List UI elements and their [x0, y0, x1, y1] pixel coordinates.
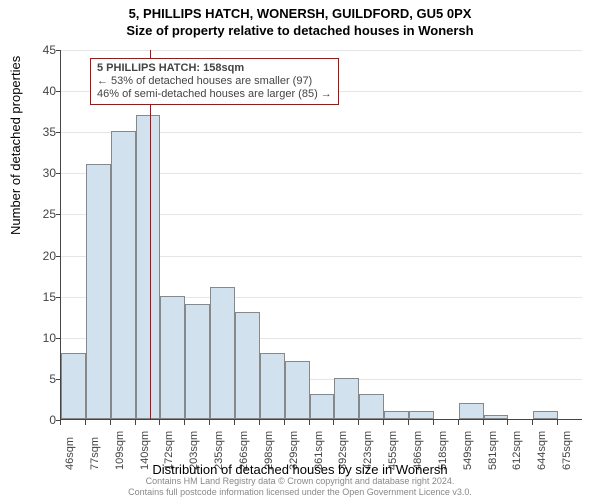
footer-line1: Contains HM Land Registry data © Crown c… [146, 476, 455, 486]
y-tick-label: 15 [26, 291, 56, 303]
annotation-box: 5 PHILLIPS HATCH: 158sqm ← 53% of detach… [90, 58, 339, 105]
x-tick-mark [557, 420, 558, 425]
x-tick-mark [458, 420, 459, 425]
chart-title: 5, PHILLIPS HATCH, WONERSH, GUILDFORD, G… [0, 0, 600, 21]
y-tick-label: 35 [26, 126, 56, 138]
y-tick-mark [56, 214, 61, 215]
x-tick-mark [159, 420, 160, 425]
y-tick-mark [56, 50, 61, 51]
histogram-bar [111, 131, 136, 419]
x-tick-mark [85, 420, 86, 425]
annotation-line1: ← 53% of detached houses are smaller (97… [97, 75, 332, 88]
y-tick-mark [56, 91, 61, 92]
y-tick-label: 5 [26, 373, 56, 385]
x-tick-mark [110, 420, 111, 425]
y-tick-label: 20 [26, 250, 56, 262]
x-tick-mark [408, 420, 409, 425]
y-tick-mark [56, 132, 61, 133]
y-tick-mark [56, 338, 61, 339]
histogram-bar [484, 415, 509, 419]
x-tick-mark [309, 420, 310, 425]
y-tick-label: 45 [26, 44, 56, 56]
x-axis-label: Distribution of detached houses by size … [0, 462, 600, 477]
histogram-bar [285, 361, 310, 419]
y-tick-mark [56, 256, 61, 257]
x-tick-mark [333, 420, 334, 425]
histogram-bar [260, 353, 285, 419]
y-tick-label: 0 [26, 414, 56, 426]
histogram-bar [160, 296, 185, 419]
x-tick-mark [284, 420, 285, 425]
x-tick-mark [433, 420, 434, 425]
chart-subtitle: Size of property relative to detached ho… [0, 21, 600, 38]
histogram-bar [334, 378, 359, 419]
footer-line2: Contains full postcode information licen… [128, 487, 472, 497]
histogram-bar [359, 394, 384, 419]
histogram-bar [409, 411, 434, 419]
plot-wrap: 05101520253035404546sqm77sqm109sqm140sqm… [60, 50, 582, 420]
x-tick-mark [135, 420, 136, 425]
x-tick-mark [383, 420, 384, 425]
x-tick-mark [507, 420, 508, 425]
histogram-bar [185, 304, 210, 419]
histogram-bar [61, 353, 86, 419]
footer: Contains HM Land Registry data © Crown c… [0, 476, 600, 498]
x-tick-mark [532, 420, 533, 425]
property-marker-line [150, 50, 151, 419]
histogram-bar [384, 411, 409, 419]
x-tick-mark [60, 420, 61, 425]
annotation-title: 5 PHILLIPS HATCH: 158sqm [97, 62, 332, 75]
y-axis-label: Number of detached properties [8, 56, 23, 235]
x-tick-mark [184, 420, 185, 425]
x-tick-mark [259, 420, 260, 425]
histogram-bar [136, 115, 161, 419]
y-tick-mark [56, 297, 61, 298]
histogram-bar [86, 164, 111, 419]
histogram-bar [310, 394, 335, 419]
annotation-line2: 46% of semi-detached houses are larger (… [97, 88, 332, 101]
y-tick-label: 10 [26, 332, 56, 344]
x-tick-mark [358, 420, 359, 425]
gridline [61, 50, 582, 51]
histogram-bar [210, 287, 235, 419]
y-tick-mark [56, 173, 61, 174]
y-tick-label: 25 [26, 208, 56, 220]
x-tick-mark [234, 420, 235, 425]
y-tick-label: 40 [26, 85, 56, 97]
x-tick-mark [209, 420, 210, 425]
x-tick-mark [483, 420, 484, 425]
plot-area [60, 50, 582, 420]
histogram-bar [235, 312, 260, 419]
y-tick-label: 30 [26, 167, 56, 179]
histogram-bar [533, 411, 558, 419]
histogram-bar [459, 403, 484, 419]
